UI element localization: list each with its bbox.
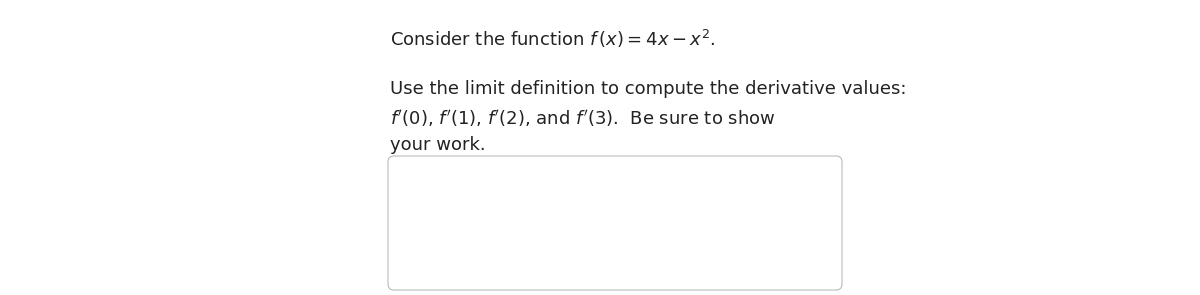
Text: Use the limit definition to compute the derivative values:: Use the limit definition to compute the … [390, 80, 906, 98]
FancyBboxPatch shape [388, 156, 842, 290]
Text: your work.: your work. [390, 136, 486, 154]
Text: Consider the function $f\,(x) = 4x - x^2$.: Consider the function $f\,(x) = 4x - x^2… [390, 28, 715, 50]
Text: $f'(0)$, $f'(1)$, $f'(2)$, and $f'(3)$.  Be sure to show: $f'(0)$, $f'(1)$, $f'(2)$, and $f'(3)$. … [390, 108, 775, 129]
